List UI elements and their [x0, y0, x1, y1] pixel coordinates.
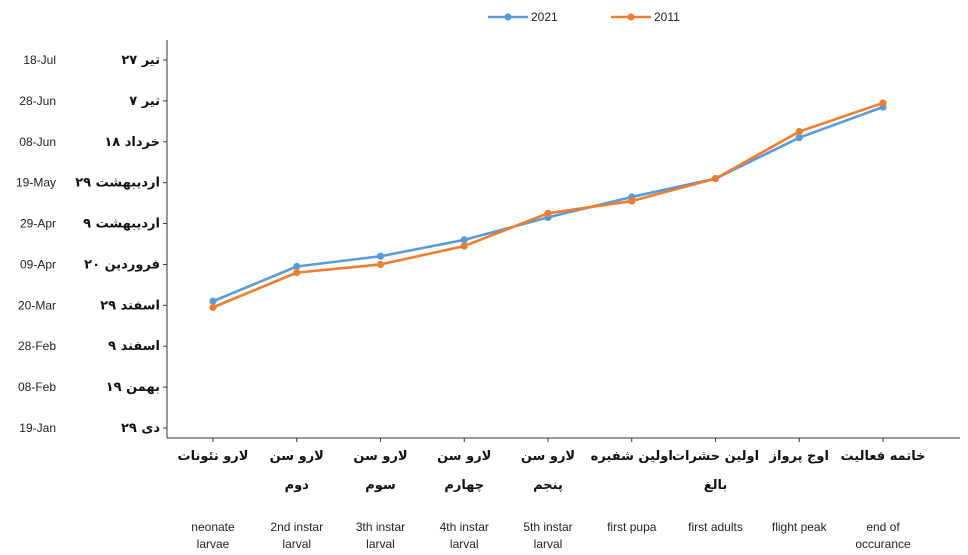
data-point-2021 [796, 134, 803, 141]
y-axis: 19-Jan ۲۹ دی 08-Feb ۱۹ بهمن 28-Feb ۹ اسفند 20-… [16, 40, 960, 438]
y-tick-label-fa: ۲۹ اردیبهشت [75, 176, 160, 191]
data-point-2011 [377, 261, 384, 268]
y-tick-label-en: 08-Feb [18, 380, 56, 394]
y-tick-label-en: 28-Feb [18, 339, 56, 353]
data-point-2011 [544, 210, 551, 217]
data-point-2011 [628, 197, 635, 204]
data-point-2021 [293, 263, 300, 270]
x-category-label-fa: خاتمه فعالیت [841, 449, 926, 464]
y-tick-label-fa: ۲۷ تیر [121, 53, 160, 68]
y-tick-label-en: 09-Apr [20, 257, 56, 271]
x-category-label-en: first pupa [607, 520, 657, 534]
data-point-2011 [461, 242, 468, 249]
x-category-label-fa: پنجم [533, 478, 563, 493]
data-point-2011 [293, 269, 300, 276]
x-category-label-en: first adults [688, 520, 743, 534]
y-tick-label-en: 29-Apr [20, 217, 56, 231]
y-tick-label-fa: ۲۰ فروردین [84, 257, 160, 272]
x-category-label-fa: لارو سن [270, 449, 324, 464]
data-point-2011 [796, 128, 803, 135]
x-category-label-fa: اوج پرواز [769, 449, 829, 464]
x-category-label-fa: لارو سن [353, 449, 407, 464]
x-category-label-en: end of [866, 520, 900, 534]
x-category-label-fa: چهارم [444, 478, 484, 493]
x-category-label-en: larval [534, 537, 563, 551]
x-category-label-en: larvae [197, 537, 230, 551]
legend: 2021 2011 [488, 10, 680, 24]
x-category-label-fa: اولین حشرات [672, 449, 759, 464]
data-point-2011 [209, 304, 216, 311]
data-point-2021 [377, 253, 384, 260]
y-tick-label-en: 28-Jun [19, 94, 56, 108]
y-tick-label-fa: ۱۸ خرداد [104, 135, 160, 150]
x-category-label-fa: لارو سن [521, 449, 575, 464]
x-category-label-en: 5th instar [523, 520, 572, 534]
legend-label: 2011 [654, 10, 680, 24]
data-point-2021 [209, 298, 216, 305]
legend-marker-2011 [627, 13, 634, 20]
x-category-label-en: occurance [855, 537, 911, 551]
x-category-label-fa: لارو نئونات [178, 449, 249, 464]
y-tick-label-fa: ۹ اسفند [108, 339, 160, 354]
y-tick-label-en: 19-May [16, 176, 56, 190]
x-category-label-fa: سوم [365, 478, 395, 493]
y-tick-label-fa: ۲۹ دی [121, 421, 160, 436]
x-axis: لارو نئونات neonate larvae لارو سن دوم 2nd in… [178, 438, 926, 551]
series-layer [209, 99, 886, 311]
x-category-label-en: larval [366, 537, 395, 551]
data-point-2011 [712, 175, 719, 182]
x-category-label-en: 3th instar [356, 520, 405, 534]
x-category-label-en: 4th instar [440, 520, 489, 534]
y-tick-label-en: 19-Jan [19, 421, 56, 435]
legend-marker-2021 [504, 13, 511, 20]
x-category-label-en: 2nd instar [270, 520, 323, 534]
y-tick-label-fa: ۱۹ بهمن [106, 380, 160, 395]
y-tick-label-en: 18-Jul [23, 53, 56, 67]
legend-label: 2021 [531, 10, 558, 24]
x-category-label-fa: اولین شفیره [591, 449, 673, 464]
x-category-label-en: larval [282, 537, 311, 551]
y-tick-label-en: 20-Mar [18, 298, 56, 312]
series-line-2011 [213, 103, 883, 307]
x-category-label-fa: لارو سن [437, 449, 491, 464]
x-category-label-fa: بالغ [704, 478, 728, 493]
x-category-label-en: larval [450, 537, 479, 551]
y-tick-label-en: 08-Jun [19, 135, 56, 149]
x-category-label-en: neonate [191, 520, 235, 534]
y-tick-label-fa: ۷ تیر [129, 94, 160, 109]
x-category-label-fa: دوم [285, 478, 310, 493]
data-point-2021 [461, 236, 468, 243]
x-category-label-en: flight peak [772, 520, 828, 534]
y-tick-label-fa: ۹ اردیبهشت [83, 217, 160, 232]
data-point-2011 [879, 99, 886, 106]
y-tick-label-fa: ۲۹ اسفند [100, 298, 160, 313]
